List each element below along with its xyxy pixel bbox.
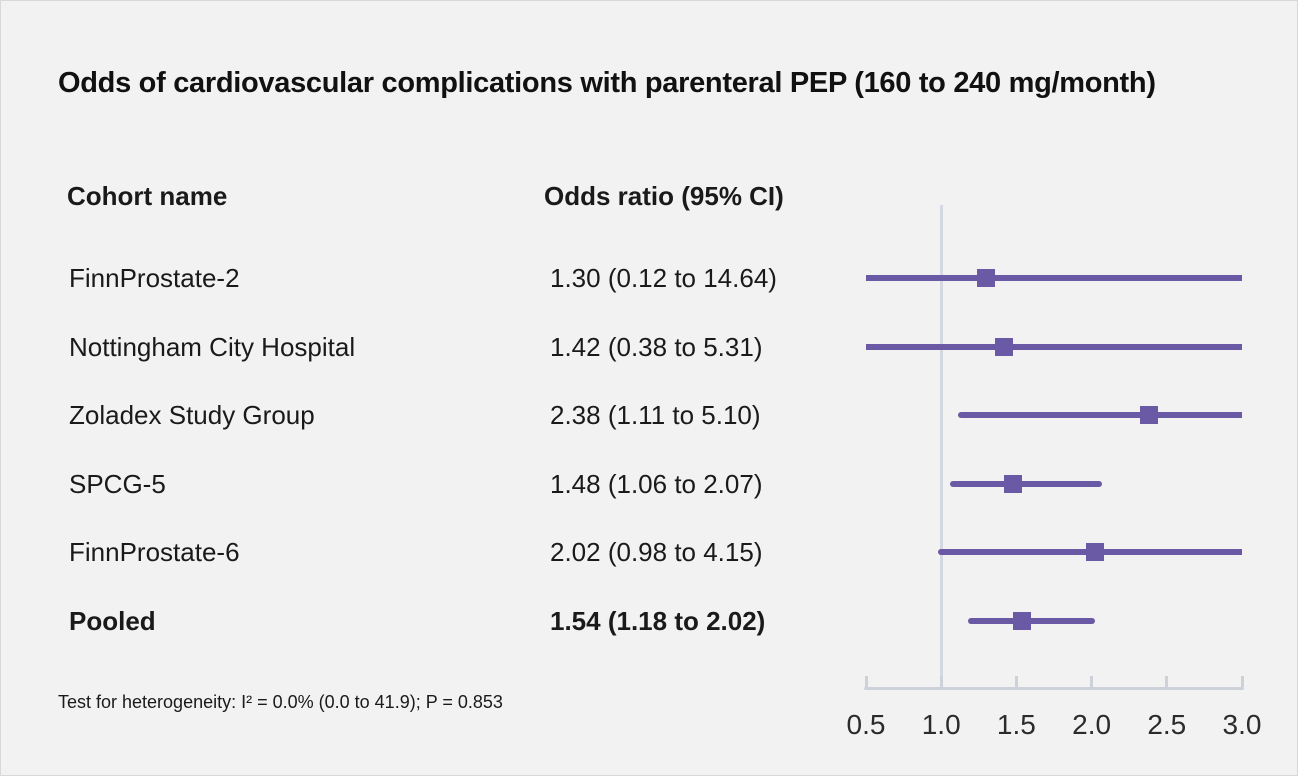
cohort-name: FinnProstate-2 xyxy=(69,263,240,293)
figure-title: Odds of cardiovascular complications wit… xyxy=(58,67,1156,99)
axis-tick-label: 2.0 xyxy=(1072,709,1112,740)
confidence-interval-line xyxy=(950,480,1103,487)
axis-tick xyxy=(1240,676,1244,687)
point-estimate-marker xyxy=(1004,474,1023,493)
confidence-interval-line xyxy=(957,412,1242,419)
point-estimate-marker xyxy=(995,337,1014,356)
axis-tick-label: 1.5 xyxy=(996,709,1036,740)
cohort-name: FinnProstate-6 xyxy=(69,537,240,568)
odds-ratio-value: 2.02 (0.98 to 4.15) xyxy=(550,537,763,568)
axis-tick xyxy=(1014,676,1018,687)
odds-ratio-value: 1.54 (1.18 to 2.02) xyxy=(550,606,766,636)
axis-tick-label: 0.5 xyxy=(846,709,886,740)
axis-tick-label: 1.0 xyxy=(921,709,961,740)
x-axis-line xyxy=(864,687,1244,690)
odds-ratio-value: 1.42 (0.38 to 5.31) xyxy=(550,331,763,362)
axis-tick xyxy=(1165,676,1169,687)
point-estimate-marker xyxy=(1013,612,1032,630)
axis-tick-label: 2.5 xyxy=(1147,709,1187,740)
odds-ratio-value: 2.38 (1.11 to 5.10) xyxy=(550,400,761,431)
confidence-interval-line xyxy=(968,618,1095,624)
odds-ratio-value: 1.30 (0.12 to 14.64) xyxy=(550,263,777,293)
point-estimate-marker xyxy=(1085,543,1104,562)
point-estimate-marker xyxy=(1139,406,1158,425)
column-header-cohort: Cohort name xyxy=(67,181,228,211)
cohort-name: Zoladex Study Group xyxy=(69,400,315,431)
confidence-interval-line xyxy=(866,275,1242,281)
point-estimate-marker xyxy=(977,269,996,287)
cohort-name: Pooled xyxy=(69,606,156,636)
cohort-name: SPCG-5 xyxy=(69,468,166,499)
heterogeneity-note: Test for heterogeneity: I² = 0.0% (0.0 t… xyxy=(58,692,503,712)
axis-tick xyxy=(1090,676,1094,687)
cohort-name: Nottingham City Hospital xyxy=(69,331,356,362)
confidence-interval-line xyxy=(866,343,1242,350)
column-header-odds-ratio: Odds ratio (95% CI) xyxy=(544,181,784,211)
axis-tick-label: 3.0 xyxy=(1222,709,1262,740)
axis-tick xyxy=(939,676,943,687)
odds-ratio-value: 1.48 (1.06 to 2.07) xyxy=(550,468,763,499)
reference-line xyxy=(939,205,943,690)
axis-tick xyxy=(864,676,868,687)
